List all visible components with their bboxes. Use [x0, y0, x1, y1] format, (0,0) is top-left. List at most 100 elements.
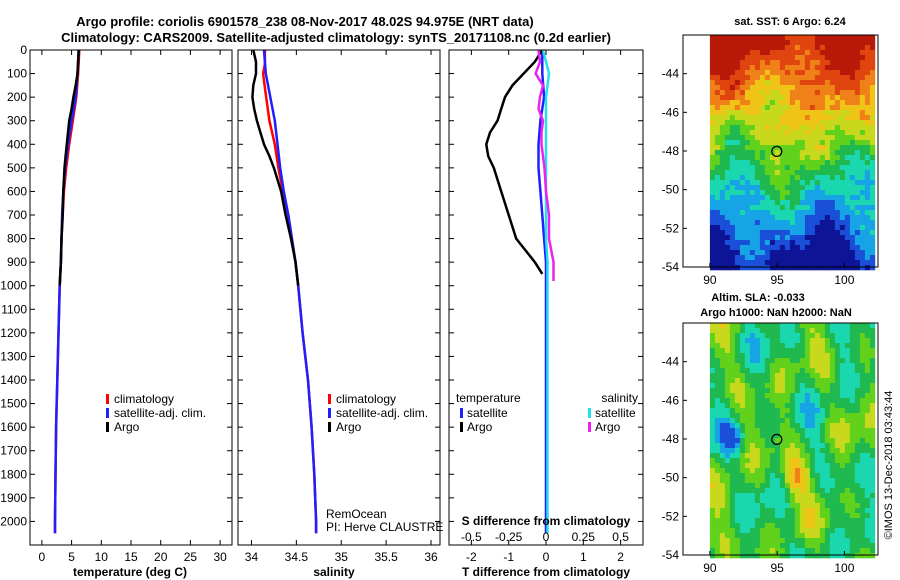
map-cell — [794, 503, 801, 509]
map-cell — [849, 488, 856, 494]
map-cell — [794, 513, 801, 519]
map-cell — [739, 215, 746, 221]
map-cell — [759, 343, 766, 349]
map-cell — [784, 255, 791, 261]
map-cell — [739, 105, 746, 111]
map-cell — [869, 155, 876, 161]
map-cell — [719, 160, 726, 166]
map-cell — [719, 458, 726, 464]
map-cell — [744, 75, 751, 81]
map-cell — [739, 110, 746, 116]
map-cell — [714, 240, 721, 246]
map-cell — [829, 95, 836, 101]
map-cell — [834, 265, 841, 271]
map-cell — [749, 493, 756, 499]
map-cell — [784, 408, 791, 414]
map-cell — [759, 180, 766, 186]
map-cell — [744, 553, 751, 559]
map-cell — [839, 418, 846, 424]
map-cell — [834, 488, 841, 494]
map-cell — [789, 145, 796, 151]
map-cell — [749, 388, 756, 394]
map-cell — [824, 493, 831, 499]
map-cell — [739, 493, 746, 499]
map-cell — [729, 80, 736, 86]
map-cell — [719, 125, 726, 131]
map-cell — [859, 55, 866, 61]
map-cell — [709, 250, 716, 256]
map-cell — [774, 498, 781, 504]
map-cell — [759, 190, 766, 196]
map-cell — [819, 220, 826, 226]
map-cell — [799, 50, 806, 56]
map-cell — [779, 105, 786, 111]
map-cell — [719, 45, 726, 51]
map-cell — [809, 110, 816, 116]
map-cell — [859, 353, 866, 359]
map-cell — [744, 348, 751, 354]
map-cell — [859, 388, 866, 394]
difference-x2label: S difference from climatology — [462, 514, 631, 528]
map-cell — [844, 438, 851, 444]
map-cell — [864, 493, 871, 499]
map-cell — [764, 95, 771, 101]
map-cell — [804, 478, 811, 484]
map-cell — [759, 130, 766, 136]
series-satellite-adj-clim- — [262, 49, 318, 534]
map-cell — [754, 528, 761, 534]
map-cell — [749, 230, 756, 236]
map-cell — [849, 55, 856, 61]
map-cell — [834, 45, 841, 51]
map-cell — [749, 50, 756, 56]
map-cell — [714, 65, 721, 71]
map-cell — [809, 523, 816, 529]
map-cell — [774, 413, 781, 419]
map-cell — [724, 528, 731, 534]
map-cell — [714, 388, 721, 394]
map-cell — [734, 343, 741, 349]
map-cell — [864, 373, 871, 379]
map-cell — [864, 348, 871, 354]
map-cell — [784, 165, 791, 171]
map-cell — [834, 255, 841, 261]
map-cell — [754, 205, 761, 211]
map-cell — [789, 408, 796, 414]
map-cell — [749, 70, 756, 76]
map-cell — [849, 200, 856, 206]
map-cell — [869, 418, 876, 424]
map-cell — [824, 323, 831, 329]
map-cell — [749, 548, 756, 554]
map-cell — [819, 190, 826, 196]
map-cell — [859, 175, 866, 181]
map-cell — [759, 50, 766, 56]
map-cell — [819, 368, 826, 374]
map-cell — [829, 458, 836, 464]
map-cell — [759, 368, 766, 374]
map-cell — [859, 378, 866, 384]
map-cell — [754, 50, 761, 56]
map-cell — [719, 80, 726, 86]
map-cell — [834, 165, 841, 171]
map-cell — [819, 348, 826, 354]
map-cell — [844, 458, 851, 464]
map-cell — [719, 348, 726, 354]
map-cell — [844, 65, 851, 71]
map-cell — [744, 35, 751, 41]
map-cell — [724, 333, 731, 339]
map-cell — [849, 150, 856, 156]
map-cell — [849, 408, 856, 414]
map-cell — [864, 403, 871, 409]
map-cell — [789, 503, 796, 509]
map-cell — [709, 478, 716, 484]
map-cell — [749, 358, 756, 364]
map-cell — [804, 45, 811, 51]
map-cell — [824, 135, 831, 141]
map-cell — [744, 235, 751, 241]
map-cell — [809, 538, 816, 544]
map-cell — [839, 230, 846, 236]
map-cell — [724, 235, 731, 241]
map-cell — [839, 403, 846, 409]
map-cell — [839, 483, 846, 489]
map-cell — [734, 95, 741, 101]
map-cell — [784, 155, 791, 161]
